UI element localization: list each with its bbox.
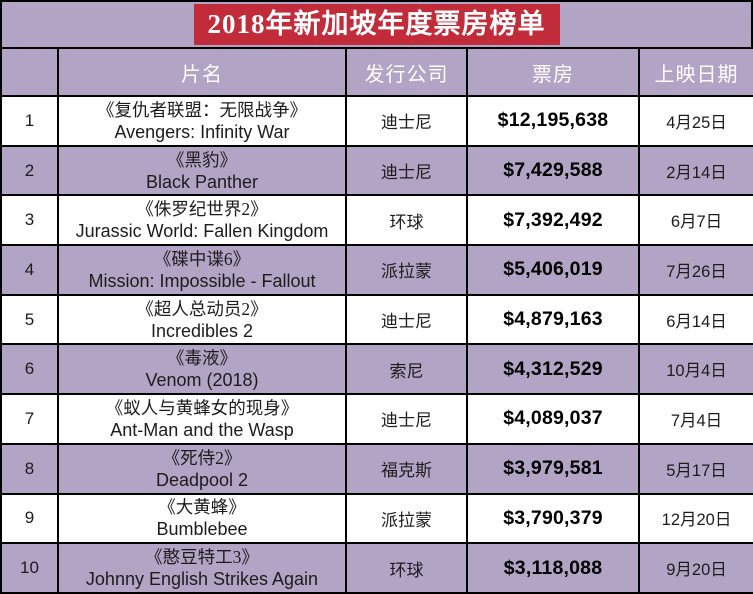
header-release-date: 上映日期 <box>638 47 753 97</box>
header-row: 片名 发行公司 票房 上映日期 <box>0 47 753 97</box>
box-office-cell: $7,429,588 <box>466 144 640 197</box>
rank-cell: 9 <box>0 492 59 545</box>
table-row: 6 《毒液》 Venom (2018) 索尼 $4,312,529 10月4日 <box>0 343 753 396</box>
table-header: 片名 发行公司 票房 上映日期 <box>0 47 753 97</box>
distributor-cell: 派拉蒙 <box>345 492 468 545</box>
release-date-cell: 7月4日 <box>638 393 753 445</box>
film-cell: 《复仇者联盟：无限战争》 Avengers: Infinity War <box>57 95 347 147</box>
table-body: 1 《复仇者联盟：无限战争》 Avengers: Infinity War 迪士… <box>0 95 753 594</box>
page-title: 2018年新加坡年度票房榜单 <box>193 4 560 45</box>
film-title-english: Ant-Man and the Wasp <box>110 419 294 440</box>
table-row: 8 《死侍2》 Deadpool 2 福克斯 $3,979,581 5月17日 <box>0 442 753 495</box>
distributor-cell: 环球 <box>345 194 468 247</box>
film-title-chinese: 《侏罗纪世界2》 <box>136 199 268 220</box>
rank-cell: 3 <box>0 194 59 247</box>
header-box-office: 票房 <box>466 47 640 97</box>
film-cell: 《超人总动员2》 Incredibles 2 <box>57 293 347 346</box>
film-title-chinese: 《憨豆特工3》 <box>145 547 259 568</box>
box-office-cell: $4,312,529 <box>466 343 640 396</box>
table-row: 3 《侏罗纪世界2》 Jurassic World: Fallen Kingdo… <box>0 194 753 247</box>
film-title-chinese: 《大黄蜂》 <box>158 497 246 518</box>
distributor-cell: 迪士尼 <box>345 95 468 147</box>
table-row: 5 《超人总动员2》 Incredibles 2 迪士尼 $4,879,163 … <box>0 293 753 346</box>
film-title-chinese: 《死侍2》 <box>162 447 242 468</box>
release-date-cell: 6月14日 <box>638 293 753 346</box>
release-date-cell: 4月25日 <box>638 95 753 147</box>
rank-cell: 4 <box>0 244 59 296</box>
release-date-cell: 9月20日 <box>638 542 753 594</box>
box-office-cell: $3,790,379 <box>466 492 640 545</box>
rank-cell: 5 <box>0 293 59 346</box>
film-cell: 《侏罗纪世界2》 Jurassic World: Fallen Kingdom <box>57 194 347 247</box>
rank-cell: 2 <box>0 144 59 197</box>
film-title-english: Mission: Impossible - Fallout <box>88 270 316 291</box>
table-row: 4 《碟中谍6》 Mission: Impossible - Fallout 派… <box>0 244 753 296</box>
rank-cell: 1 <box>0 95 59 147</box>
header-film: 片名 <box>57 47 347 97</box>
rank-cell: 6 <box>0 343 59 396</box>
box-office-cell: $4,879,163 <box>466 293 640 346</box>
film-title-chinese: 《毒液》 <box>167 348 237 369</box>
film-title-english: Bumblebee <box>156 519 248 540</box>
release-date-cell: 2月14日 <box>638 144 753 197</box>
film-title-chinese: 《蚁人与黄蜂女的现身》 <box>105 397 299 418</box>
distributor-cell: 福克斯 <box>345 442 468 495</box>
title-banner: 2018年新加坡年度票房榜单 <box>0 0 753 47</box>
film-title-chinese: 《黑豹》 <box>167 149 237 170</box>
header-distributor: 发行公司 <box>345 47 468 97</box>
rank-cell: 10 <box>0 542 59 594</box>
box-office-cell: $5,406,019 <box>466 244 640 296</box>
distributor-cell: 迪士尼 <box>345 144 468 197</box>
film-title-english: Black Panther <box>145 171 259 192</box>
film-cell: 《黑豹》 Black Panther <box>57 144 347 197</box>
film-cell: 《毒液》 Venom (2018) <box>57 343 347 396</box>
rank-cell: 7 <box>0 393 59 445</box>
box-office-cell: $12,195,638 <box>466 95 640 147</box>
film-title-english: Jurassic World: Fallen Kingdom <box>75 221 329 242</box>
table-row: 10 《憨豆特工3》 Johnny English Strikes Again … <box>0 542 753 594</box>
box-office-cell: $7,392,492 <box>466 194 640 247</box>
film-title-english: Johnny English Strikes Again <box>85 569 319 590</box>
film-cell: 《大黄蜂》 Bumblebee <box>57 492 347 545</box>
box-office-cell: $3,118,088 <box>466 542 640 594</box>
film-title-english: Deadpool 2 <box>155 469 249 490</box>
box-office-table: 片名 发行公司 票房 上映日期 1 《复仇者联盟：无限战争》 Avengers:… <box>0 47 753 594</box>
distributor-cell: 迪士尼 <box>345 293 468 346</box>
film-cell: 《憨豆特工3》 Johnny English Strikes Again <box>57 542 347 594</box>
film-title-english: Avengers: Infinity War <box>114 121 290 142</box>
box-office-cell: $3,979,581 <box>466 442 640 495</box>
film-title-english: Incredibles 2 <box>150 320 254 341</box>
distributor-cell: 索尼 <box>345 343 468 396</box>
table-row: 9 《大黄蜂》 Bumblebee 派拉蒙 $3,790,379 12月20日 <box>0 492 753 545</box>
film-title-chinese: 《复仇者联盟：无限战争》 <box>97 99 307 120</box>
film-cell: 《碟中谍6》 Mission: Impossible - Fallout <box>57 244 347 296</box>
release-date-cell: 5月17日 <box>638 442 753 495</box>
distributor-cell: 迪士尼 <box>345 393 468 445</box>
rank-cell: 8 <box>0 442 59 495</box>
header-rank <box>0 47 59 97</box>
table-row: 1 《复仇者联盟：无限战争》 Avengers: Infinity War 迪士… <box>0 95 753 147</box>
release-date-cell: 7月26日 <box>638 244 753 296</box>
film-cell: 《蚁人与黄蜂女的现身》 Ant-Man and the Wasp <box>57 393 347 445</box>
table-row: 2 《黑豹》 Black Panther 迪士尼 $7,429,588 2月14… <box>0 144 753 197</box>
film-title-english: Venom (2018) <box>145 370 259 391</box>
distributor-cell: 环球 <box>345 542 468 594</box>
box-office-cell: $4,089,037 <box>466 393 640 445</box>
film-cell: 《死侍2》 Deadpool 2 <box>57 442 347 495</box>
film-title-chinese: 《碟中谍6》 <box>153 248 251 269</box>
release-date-cell: 6月7日 <box>638 194 753 247</box>
film-title-chinese: 《超人总动员2》 <box>136 298 268 319</box>
distributor-cell: 派拉蒙 <box>345 244 468 296</box>
release-date-cell: 12月20日 <box>638 492 753 545</box>
table-row: 7 《蚁人与黄蜂女的现身》 Ant-Man and the Wasp 迪士尼 $… <box>0 393 753 445</box>
release-date-cell: 10月4日 <box>638 343 753 396</box>
